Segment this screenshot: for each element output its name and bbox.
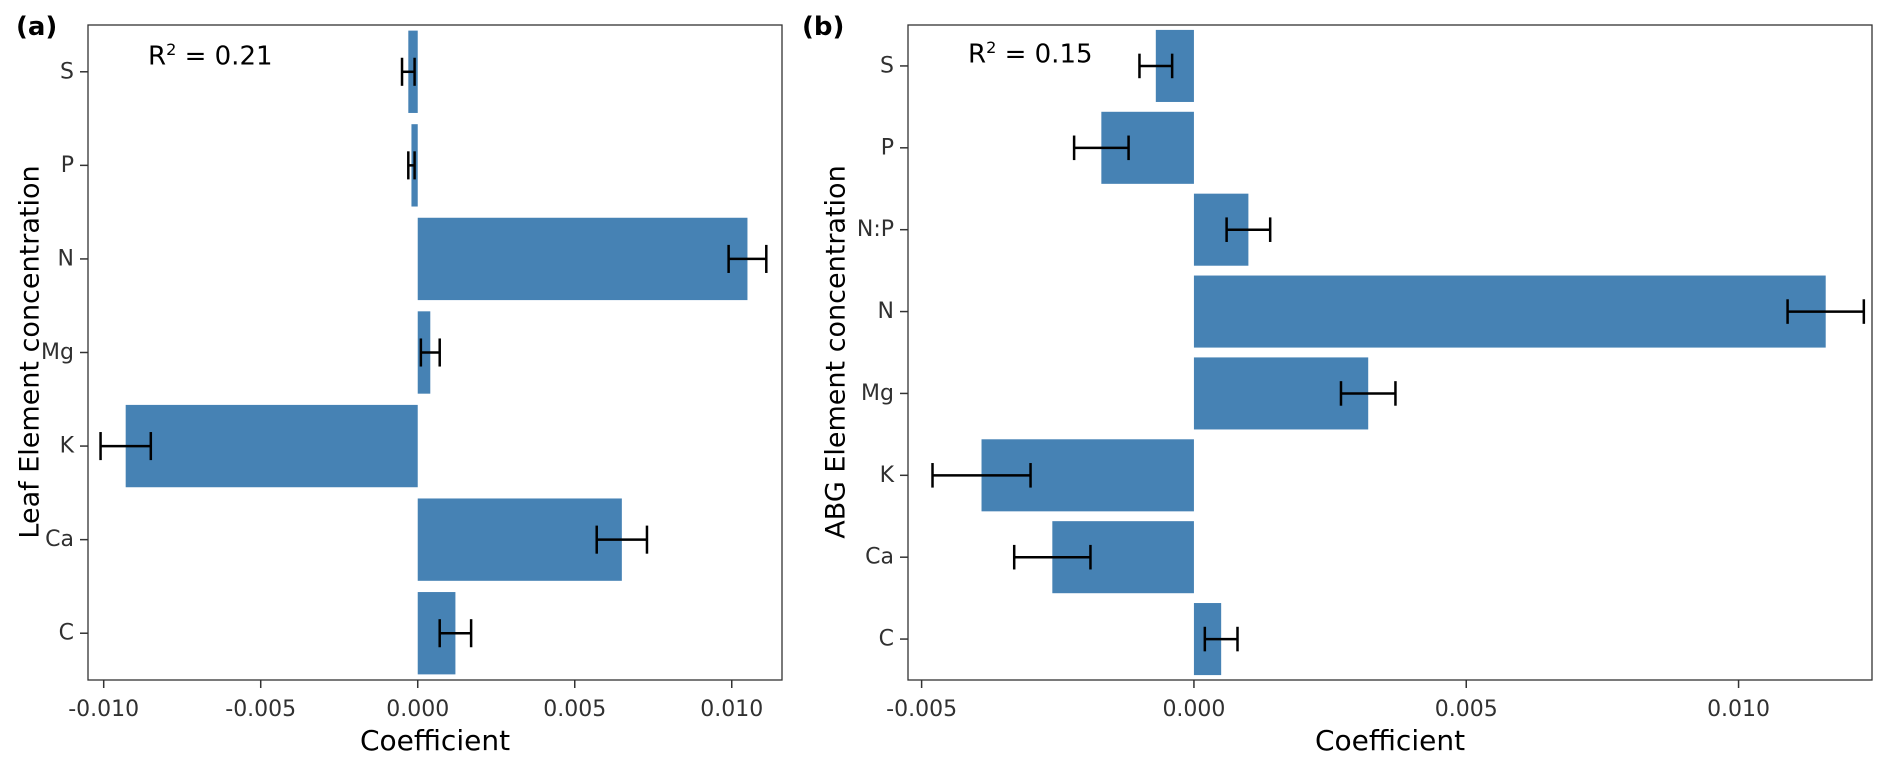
- panel-b-y-axis-title: ABG Element concentration: [820, 165, 852, 539]
- x-tick-label: 0.010: [1707, 697, 1770, 722]
- error-bar-C: [438, 619, 473, 648]
- y-tick-label: S: [880, 53, 894, 78]
- x-tick-label: -0.005: [225, 697, 296, 722]
- panel-border: [87, 24, 783, 681]
- x-tick-label: 0.005: [1435, 697, 1498, 722]
- panel-border: [907, 24, 1873, 681]
- error-bar-P: [1072, 135, 1130, 161]
- y-tick-label: Mg: [41, 340, 74, 365]
- panel-a-x-axis-title: Coefficient: [359, 724, 511, 757]
- panel-b-x-axis-title: Coefficient: [1314, 724, 1466, 757]
- error-bar-S: [400, 57, 416, 86]
- bar-N: [417, 217, 748, 301]
- y-tick-label: N: [58, 246, 74, 271]
- panel-a-y-axis-title: Leaf Element concentration: [14, 165, 46, 539]
- panel-b-label: (b): [802, 12, 845, 42]
- error-bar-C: [1203, 626, 1239, 652]
- x-axis: -0.010 -0.005 0.000 0.005 0.010: [68, 680, 763, 722]
- panel-a-label: (a): [16, 12, 58, 42]
- y-tick-label: Mg: [861, 381, 894, 406]
- error-bar-P: [407, 151, 416, 180]
- bars-group: [981, 29, 1826, 676]
- error-bar-K: [99, 432, 153, 461]
- error-bars-group: [931, 53, 1866, 652]
- r2-base: R: [968, 39, 987, 70]
- bar-N: [1193, 275, 1826, 348]
- panel-a-r2-annotation: R2 = 0.21: [148, 40, 273, 72]
- r2-exponent: 2: [166, 40, 177, 59]
- y-tick-label: P: [881, 135, 894, 160]
- y-tick-label: K: [880, 463, 895, 488]
- y-tick-label: K: [60, 434, 75, 459]
- panel-a-plot: -0.010 -0.005 0.000 0.005 0.010 S P N Mg K Ca C: [41, 24, 783, 722]
- y-tick-label: S: [60, 59, 74, 84]
- x-tick-label: 0.000: [1162, 697, 1225, 722]
- bar-Ca: [417, 498, 622, 581]
- r2-value: = 0.15: [996, 39, 1093, 70]
- error-bars-group: [99, 57, 768, 648]
- y-tick-label: N: [878, 299, 894, 324]
- y-axis: S P N:P N Mg K Ca C: [857, 53, 908, 652]
- bar-Mg: [1193, 357, 1369, 430]
- y-tick-label: P: [61, 153, 74, 178]
- error-bar-Mg: [1339, 381, 1397, 406]
- r2-base: R: [148, 41, 167, 72]
- error-bar-N: [1786, 299, 1866, 324]
- y-tick-label: Ca: [45, 527, 74, 552]
- panel-a: -0.010 -0.005 0.000 0.005 0.010 S P N Mg K Ca C (a)…: [0, 0, 790, 763]
- y-tick-label: Ca: [865, 545, 894, 570]
- panel-b-plot: -0.005 0.000 0.005 0.010 S P N:P N Mg K Ca C: [857, 24, 1873, 722]
- r2-exponent: 2: [986, 38, 997, 57]
- panel-b-r2-annotation: R2 = 0.15: [968, 38, 1093, 70]
- x-axis: -0.005 0.000 0.005 0.010: [886, 680, 1770, 722]
- error-bar-K: [931, 463, 1032, 488]
- y-axis: S P N Mg K Ca C: [41, 59, 88, 646]
- panel-b: -0.005 0.000 0.005 0.010 S P N:P N Mg K Ca C (b) R2…: [790, 0, 1892, 763]
- x-tick-label: -0.010: [68, 697, 139, 722]
- error-bar-Mg: [419, 338, 441, 367]
- error-bar-N: [727, 244, 768, 273]
- error-bar-Ca: [595, 525, 649, 554]
- error-bar-Ca: [1012, 544, 1092, 570]
- x-tick-label: 0.000: [386, 697, 449, 722]
- r2-value: = 0.21: [176, 41, 273, 72]
- y-tick-label: C: [59, 621, 74, 646]
- x-tick-label: -0.005: [886, 697, 957, 722]
- x-tick-label: 0.005: [543, 697, 606, 722]
- y-tick-label: C: [879, 627, 894, 652]
- bar-K: [125, 404, 418, 488]
- y-tick-label: N:P: [857, 217, 894, 242]
- error-bar-S: [1138, 53, 1174, 79]
- error-bar-N:P: [1225, 217, 1272, 242]
- x-tick-label: 0.010: [700, 697, 763, 722]
